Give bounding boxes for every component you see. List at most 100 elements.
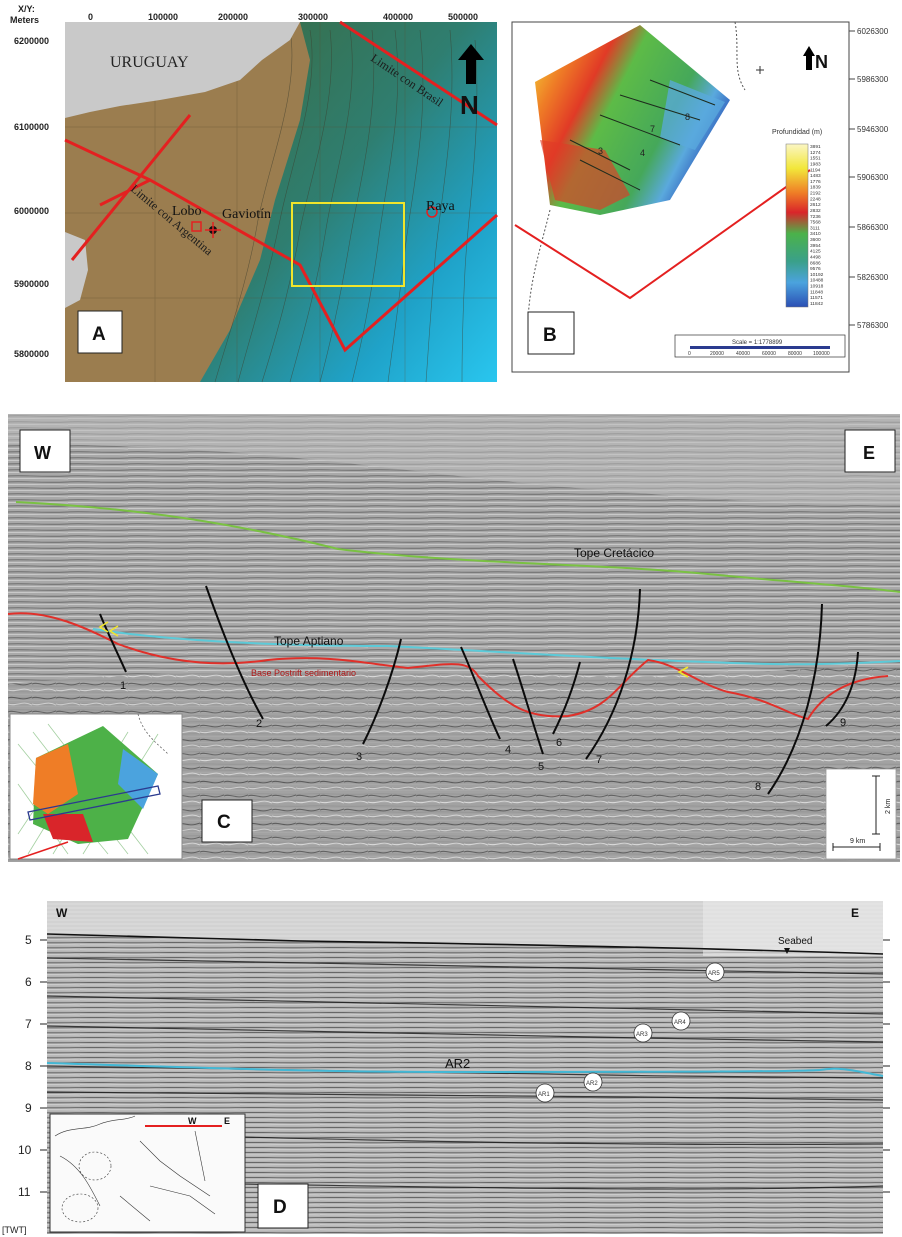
fault-number: 6 [556,737,562,749]
aptian-top-horizon [92,628,900,666]
fault-number: 9 [840,717,846,729]
argentina-land [65,232,88,308]
political-borders [64,20,498,353]
marker-ar2: AR2 [583,1072,603,1092]
y-axis-ticks: 6200000 6100000 6000000 5900000 5800000 [14,36,49,359]
svg-text:AR4: AR4 [674,1020,686,1026]
fault-numbers: 1 2 3 4 5 6 7 8 9 [120,680,846,793]
y-tick: 6026300 [857,27,889,36]
inset-east-label: E [224,1116,230,1126]
svg-text:AR2: AR2 [586,1081,598,1087]
colorbar-value: 10918 [810,284,824,290]
fault-line-5 [512,658,544,755]
east-label-box [844,429,896,473]
inset-surface-deep [43,814,93,842]
x-tick: 400000 [383,12,413,22]
inset-surface-shallow [33,744,78,814]
colorbar-value: 7236 [810,214,821,220]
x-tick: 200000 [218,12,248,22]
postrift-label: Base Postrift sedimentario [251,668,356,678]
y-tick: 5786300 [857,321,889,330]
panel-d-label-box [257,1183,309,1229]
onlap-arrow-icon [98,621,109,633]
marker-ar1: AR1 [535,1083,555,1103]
y-tick: 7 [25,1017,32,1031]
scale-tick: 20000 [710,351,724,357]
north-label: N [460,90,479,120]
lobo-well [191,221,202,232]
y-tick: 11 [18,1185,31,1199]
scale-tick: 0 [688,351,691,357]
y-tick: 8 [25,1059,32,1073]
y-axis-ticks: 6026300 5986300 5946300 5906300 5866300 … [857,27,889,330]
colorbar-value: 2248 [810,196,821,202]
panel-b-label: B [543,325,557,346]
y-axis-ticks: 5 6 7 8 9 10 11 [18,933,32,1199]
svg-text:AR3: AR3 [636,1032,648,1038]
west-label: W [34,443,51,463]
postrift-base-horizon [8,612,889,721]
y-tick: 6000000 [14,206,49,216]
inset-west-label: W [188,1116,197,1126]
boundary-dotted-line [734,21,746,91]
gaviotin-label: Gaviotín [222,207,271,222]
fault-line-8 [767,603,823,795]
panel-c-label: C [217,812,231,833]
onlap-arrow-icon [108,625,119,637]
east-label: E [863,443,875,463]
scale-box [825,768,897,860]
colorbar-value: 4498 [810,254,821,260]
panel-a: N URUGUAY Limite con Brasil Limite con A… [0,0,505,385]
scale-tick: 60000 [762,351,776,357]
seismic-section-c: 1 2 3 4 5 6 7 8 9 Tope Cretácico Tope Ap… [8,414,900,862]
east-label: E [851,906,859,920]
fault-lines [99,585,859,795]
colorbar-value: 2192 [810,191,821,197]
colorbar-value: 3410 [810,231,821,237]
lobo-label: Lobo [172,204,202,219]
location-inset: W E [49,1113,246,1233]
west-label-box [19,429,71,473]
seismic-reflectors [46,957,884,1190]
y-tick: 5946300 [857,125,889,134]
fault-line-7 [585,588,641,760]
study-area-box [291,202,405,287]
colorbar-value: 11571 [810,295,823,301]
vertical-scale-label: 2 km [885,799,892,814]
seabed-label: Seabed [778,936,812,947]
y-tick: 9 [25,1101,32,1115]
y-tick: 5826300 [857,273,889,282]
sequence-markers: AR5 AR4 AR3 AR2 AR1 [535,962,725,1103]
scale-bar [690,346,830,349]
y-tick: 10 [18,1143,32,1157]
panel-d-label: D [273,1197,287,1218]
fault-number: 3 [598,146,603,156]
x-tick: 500000 [448,12,478,22]
north-label: N [815,52,828,72]
onlap-arrow-icon [677,666,689,678]
country-label: URUGUAY [110,54,189,71]
aptian-label: Tope Aptiano [274,634,344,648]
colorbar-value: 3954 [810,243,821,249]
fault-number: 1 [120,680,126,692]
y-tick: 6100000 [14,122,49,132]
y-tick: 5986300 [857,75,889,84]
inset-map-lines [54,1115,216,1223]
y-axis-tick-marks [849,30,855,326]
colorbar-value: 3111 [810,225,820,231]
scale-tick: 80000 [788,351,802,357]
gaviotin-well-cross [205,222,221,238]
fault-number: 7 [650,124,655,134]
north-arrow-icon [458,44,484,84]
colorbar-value: 11848 [810,289,823,295]
north-arrow-icon [803,46,815,70]
x-tick: 100000 [148,12,178,22]
colorbar [785,143,809,308]
fault-traces [569,79,716,191]
x-axis-ticks: 0 100000 200000 300000 400000 500000 [88,12,478,22]
boundary-dotted-line [527,209,551,321]
svg-text:AR5: AR5 [708,971,720,977]
fault-number: 4 [640,148,645,158]
axis-corner-line2: Meters [10,15,39,25]
y-tick: 5900000 [14,279,49,289]
